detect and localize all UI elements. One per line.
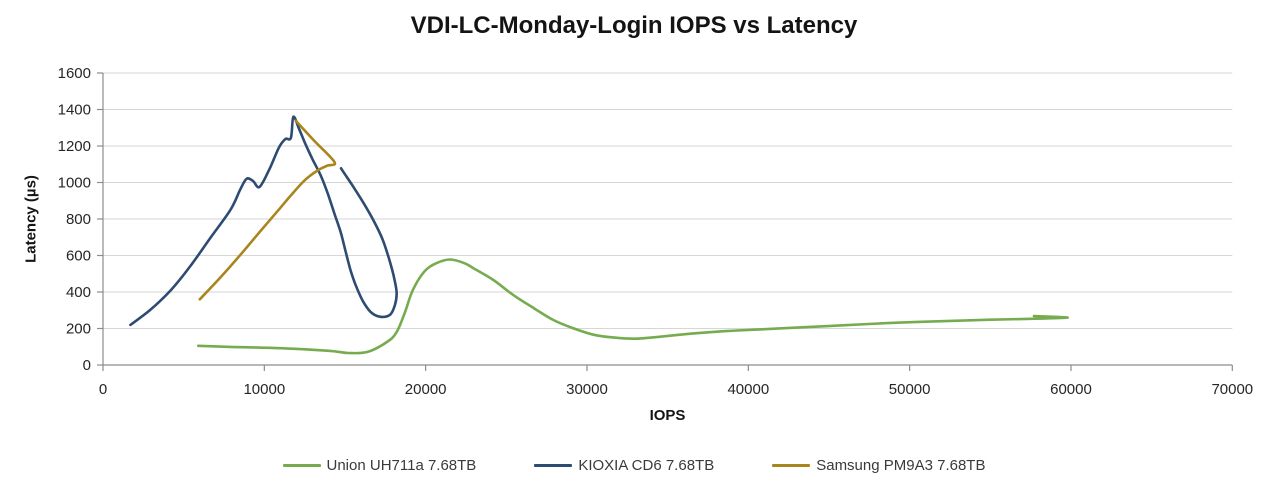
x-tick-label: 10000 xyxy=(243,381,285,398)
legend-label: Samsung PM9A3 7.68TB xyxy=(816,457,986,474)
legend-label: KIOXIA CD6 7.68TB xyxy=(578,457,715,474)
legend: Union UH711a 7.68TB KIOXIA CD6 7.68TB Sams… xyxy=(0,457,1268,474)
y-axis-title: Latency (µs) xyxy=(22,175,40,263)
y-tick-label: 800 xyxy=(66,211,91,228)
x-tick-label: 0 xyxy=(99,381,107,398)
y-tick-label: 1000 xyxy=(58,175,91,192)
y-tick-label: 1600 xyxy=(58,65,91,82)
x-tick-label: 50000 xyxy=(889,381,931,398)
y-tick-label: 200 xyxy=(66,321,91,338)
legend-label: Union UH711a 7.68TB xyxy=(326,457,477,474)
y-tick-label: 1200 xyxy=(58,138,91,155)
legend-swatch xyxy=(534,464,573,467)
y-tick-label: 600 xyxy=(66,248,91,265)
legend-item-samsung: Samsung PM9A3 7.68TB xyxy=(772,457,985,474)
legend-item-kioxia: KIOXIA CD6 7.68TB xyxy=(534,457,714,474)
legend-swatch xyxy=(282,464,321,467)
y-tick-label: 1400 xyxy=(58,102,91,119)
legend-item-union: Union UH711a 7.68TB xyxy=(282,457,477,474)
x-tick-label: 40000 xyxy=(727,381,769,398)
x-tick-label: 70000 xyxy=(1211,381,1253,398)
chart-title: VDI-LC-Monday-Login IOPS vs Latency xyxy=(410,12,858,39)
x-axis-title: IOPS xyxy=(649,407,686,424)
y-tick-label: 0 xyxy=(83,357,91,374)
series-line-kioxia xyxy=(129,115,398,327)
legend-swatch xyxy=(772,464,811,467)
series-line-samsung xyxy=(198,119,337,301)
y-tick-label: 400 xyxy=(66,284,91,301)
x-tick-label: 30000 xyxy=(566,381,608,398)
x-tick-label: 60000 xyxy=(1050,381,1092,398)
series-line-union xyxy=(196,258,1070,355)
x-tick-label: 20000 xyxy=(405,381,447,398)
